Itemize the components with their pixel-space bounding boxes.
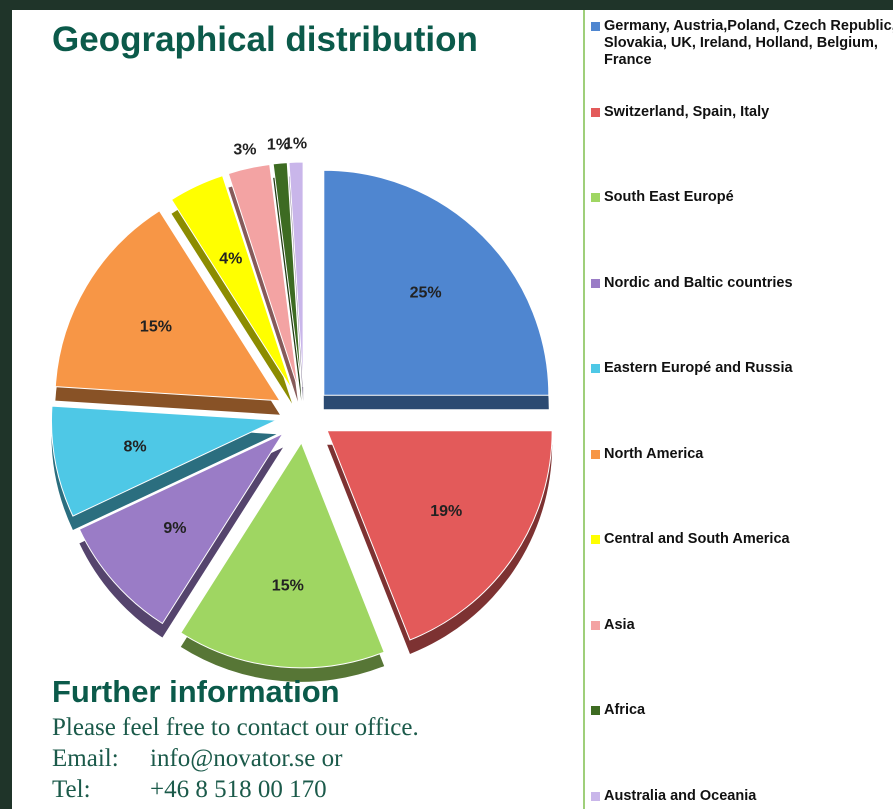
slice-label: 1%: [267, 136, 290, 153]
info-label: Email:: [52, 745, 119, 772]
legend-label: Central and South America: [604, 531, 790, 547]
info-line: Email: info@novator.se or: [52, 743, 419, 774]
legend-swatch: [591, 791, 600, 801]
legend-item: Central and South America: [589, 531, 893, 548]
legend-swatch: [591, 449, 600, 459]
slice: [170, 175, 293, 390]
panel: 25% 19% 15% 9% 8% 15% 4% 3% 1% 1% Geographical di…: [12, 10, 893, 809]
legend-swatch: [591, 193, 600, 202]
slice-label: 4%: [219, 251, 242, 268]
divider: [583, 10, 585, 809]
legend-label: Asia: [604, 616, 635, 633]
slice: [323, 169, 550, 396]
slice: [51, 405, 277, 517]
legend-label: Nordic and Baltic countries: [604, 274, 793, 291]
slice: [272, 162, 302, 388]
slice: [54, 210, 281, 402]
legend-swatch: [591, 620, 600, 630]
legend-label: Eastern Europé and Russia: [604, 360, 793, 376]
slice: [288, 161, 304, 388]
legend-item: Eastern Europé and Russia: [589, 360, 893, 377]
legend-swatch: [591, 535, 600, 544]
slice: [227, 163, 299, 388]
legend-item: South East Europé: [589, 189, 893, 206]
info-value: info@novator.se or: [150, 745, 343, 772]
slice-label: 3%: [233, 142, 256, 159]
slice-label: 8%: [123, 438, 146, 455]
legend-label: Germany, Austria,Poland, Czech Republic,…: [604, 18, 893, 68]
slice: [78, 432, 285, 625]
slice-label: 19%: [430, 503, 462, 520]
legend-label: South East Europé: [604, 189, 734, 205]
info: Further information Please feel free to …: [52, 674, 419, 805]
legend-swatch: [591, 278, 600, 288]
info-intro: Please feel free to contact our office.: [52, 714, 419, 741]
legend-item: Asia: [589, 617, 893, 634]
info-line: Tel: +46 8 518 00 170: [52, 774, 419, 805]
legend-label: Africa: [604, 702, 646, 718]
info-title: Further information: [52, 674, 340, 709]
legend-item: Switzerland, Spain, Italy: [589, 104, 893, 121]
slice-label: 25%: [410, 285, 442, 302]
slice-label: 15%: [140, 319, 172, 336]
legend-item: Africa: [589, 702, 893, 719]
pie-chart: 25% 19% 15% 9% 8% 15% 4% 3% 1%1%: [51, 135, 553, 682]
slice: [180, 441, 385, 669]
legend-item: Nordic and Baltic countries: [589, 275, 893, 292]
slice-label: 9%: [163, 520, 186, 537]
legend-label: Australia and Oceania: [604, 787, 757, 804]
legend-item: North America: [589, 446, 893, 463]
legend-swatch: [591, 22, 600, 31]
slice-side: [273, 176, 302, 402]
legend-label: North America: [604, 445, 704, 462]
legend-item: Germany, Austria,Poland, Czech Republic,…: [589, 18, 893, 69]
legend-swatch: [591, 364, 600, 373]
slice-label: 15%: [272, 577, 304, 594]
slice-side: [228, 178, 298, 402]
legend-swatch: [591, 107, 600, 117]
legend-swatch: [591, 706, 600, 715]
info-label: Tel:: [52, 776, 91, 803]
slice: [326, 430, 553, 641]
legend-label: Switzerland, Spain, Italy: [604, 103, 770, 120]
chart-title: Geographical distribution: [52, 20, 478, 59]
legend-item: Australia and Oceania: [589, 788, 893, 805]
slice-label: 1%: [284, 135, 307, 152]
info-value: +46 8 518 00 170: [150, 776, 327, 803]
